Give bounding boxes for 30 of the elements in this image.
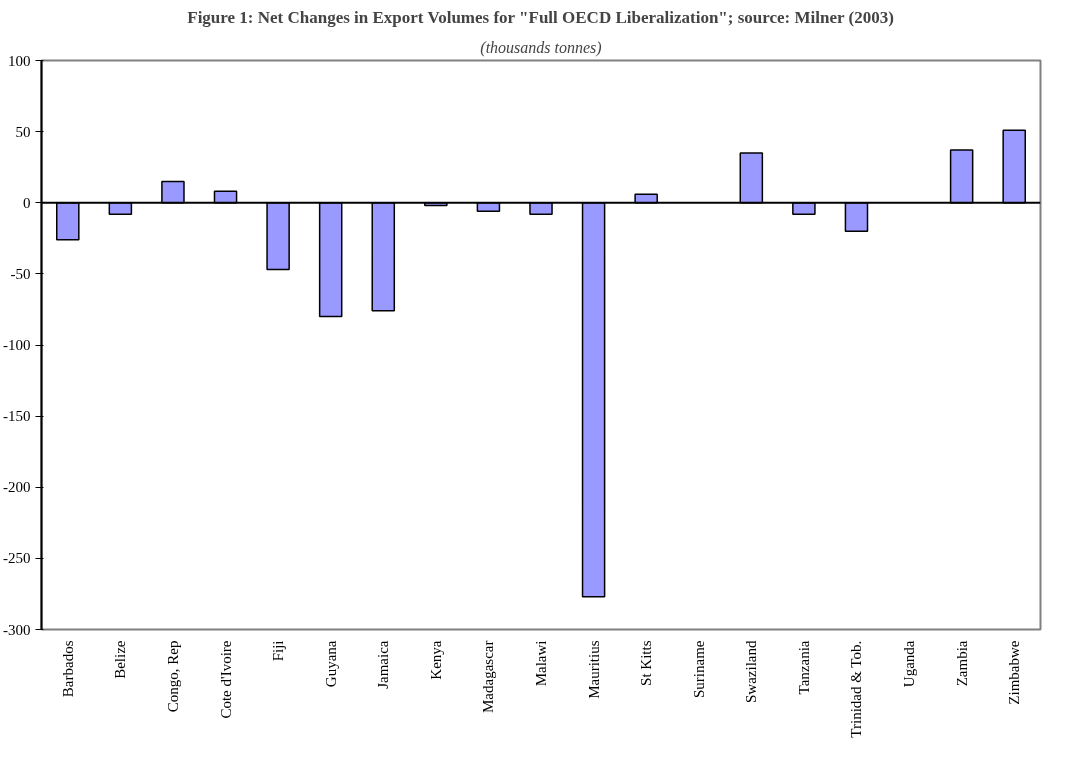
y-tick-label: 100 <box>8 52 31 69</box>
x-tick-label: Jamaica <box>375 640 392 689</box>
x-tick-label: Congo, Rep <box>164 640 181 713</box>
x-tick-label: Swaziland <box>743 640 760 703</box>
x-tick-label: Guyana <box>322 640 339 688</box>
y-tick-label: -300 <box>3 621 31 638</box>
x-tick-label: St Kitts <box>638 640 655 686</box>
x-tick-label: Zimbabwe <box>1006 640 1023 705</box>
x-tick-label: Cote d'Ivoire <box>217 640 234 719</box>
x-tick-label: Tanzania <box>795 640 812 695</box>
y-tick-label: -200 <box>3 479 31 496</box>
x-tick-label: Zambia <box>953 640 970 687</box>
x-tick-label: Belize <box>112 640 129 679</box>
y-tick-label: -50 <box>10 265 31 282</box>
y-tick-label: 0 <box>23 194 31 211</box>
x-tick-label: Suriname <box>690 640 707 698</box>
x-tick-label: Mauritius <box>585 640 602 699</box>
x-tick-label: Trinidad & Tob. <box>848 640 865 738</box>
x-tick-label: Malawi <box>533 640 549 687</box>
x-tick-label: Madagascar <box>480 640 497 713</box>
y-tick-label: -250 <box>3 550 31 567</box>
chart-title: Figure 1: Net Changes in Export Volumes for "Full OECD Liberalization"; source: Milner (2003) <box>187 7 894 27</box>
x-tick-label: Fiji <box>270 640 287 662</box>
y-tick-label: -150 <box>3 408 31 425</box>
chart-subtitle: (thousands tonnes) <box>480 38 602 57</box>
x-tick-label: Barbados <box>59 640 76 698</box>
x-tick-label: Kenya <box>427 640 444 680</box>
y-tick-label: -100 <box>3 337 31 353</box>
x-tick-label: Uganda <box>901 640 918 688</box>
y-tick-label: 50 <box>15 123 31 140</box>
